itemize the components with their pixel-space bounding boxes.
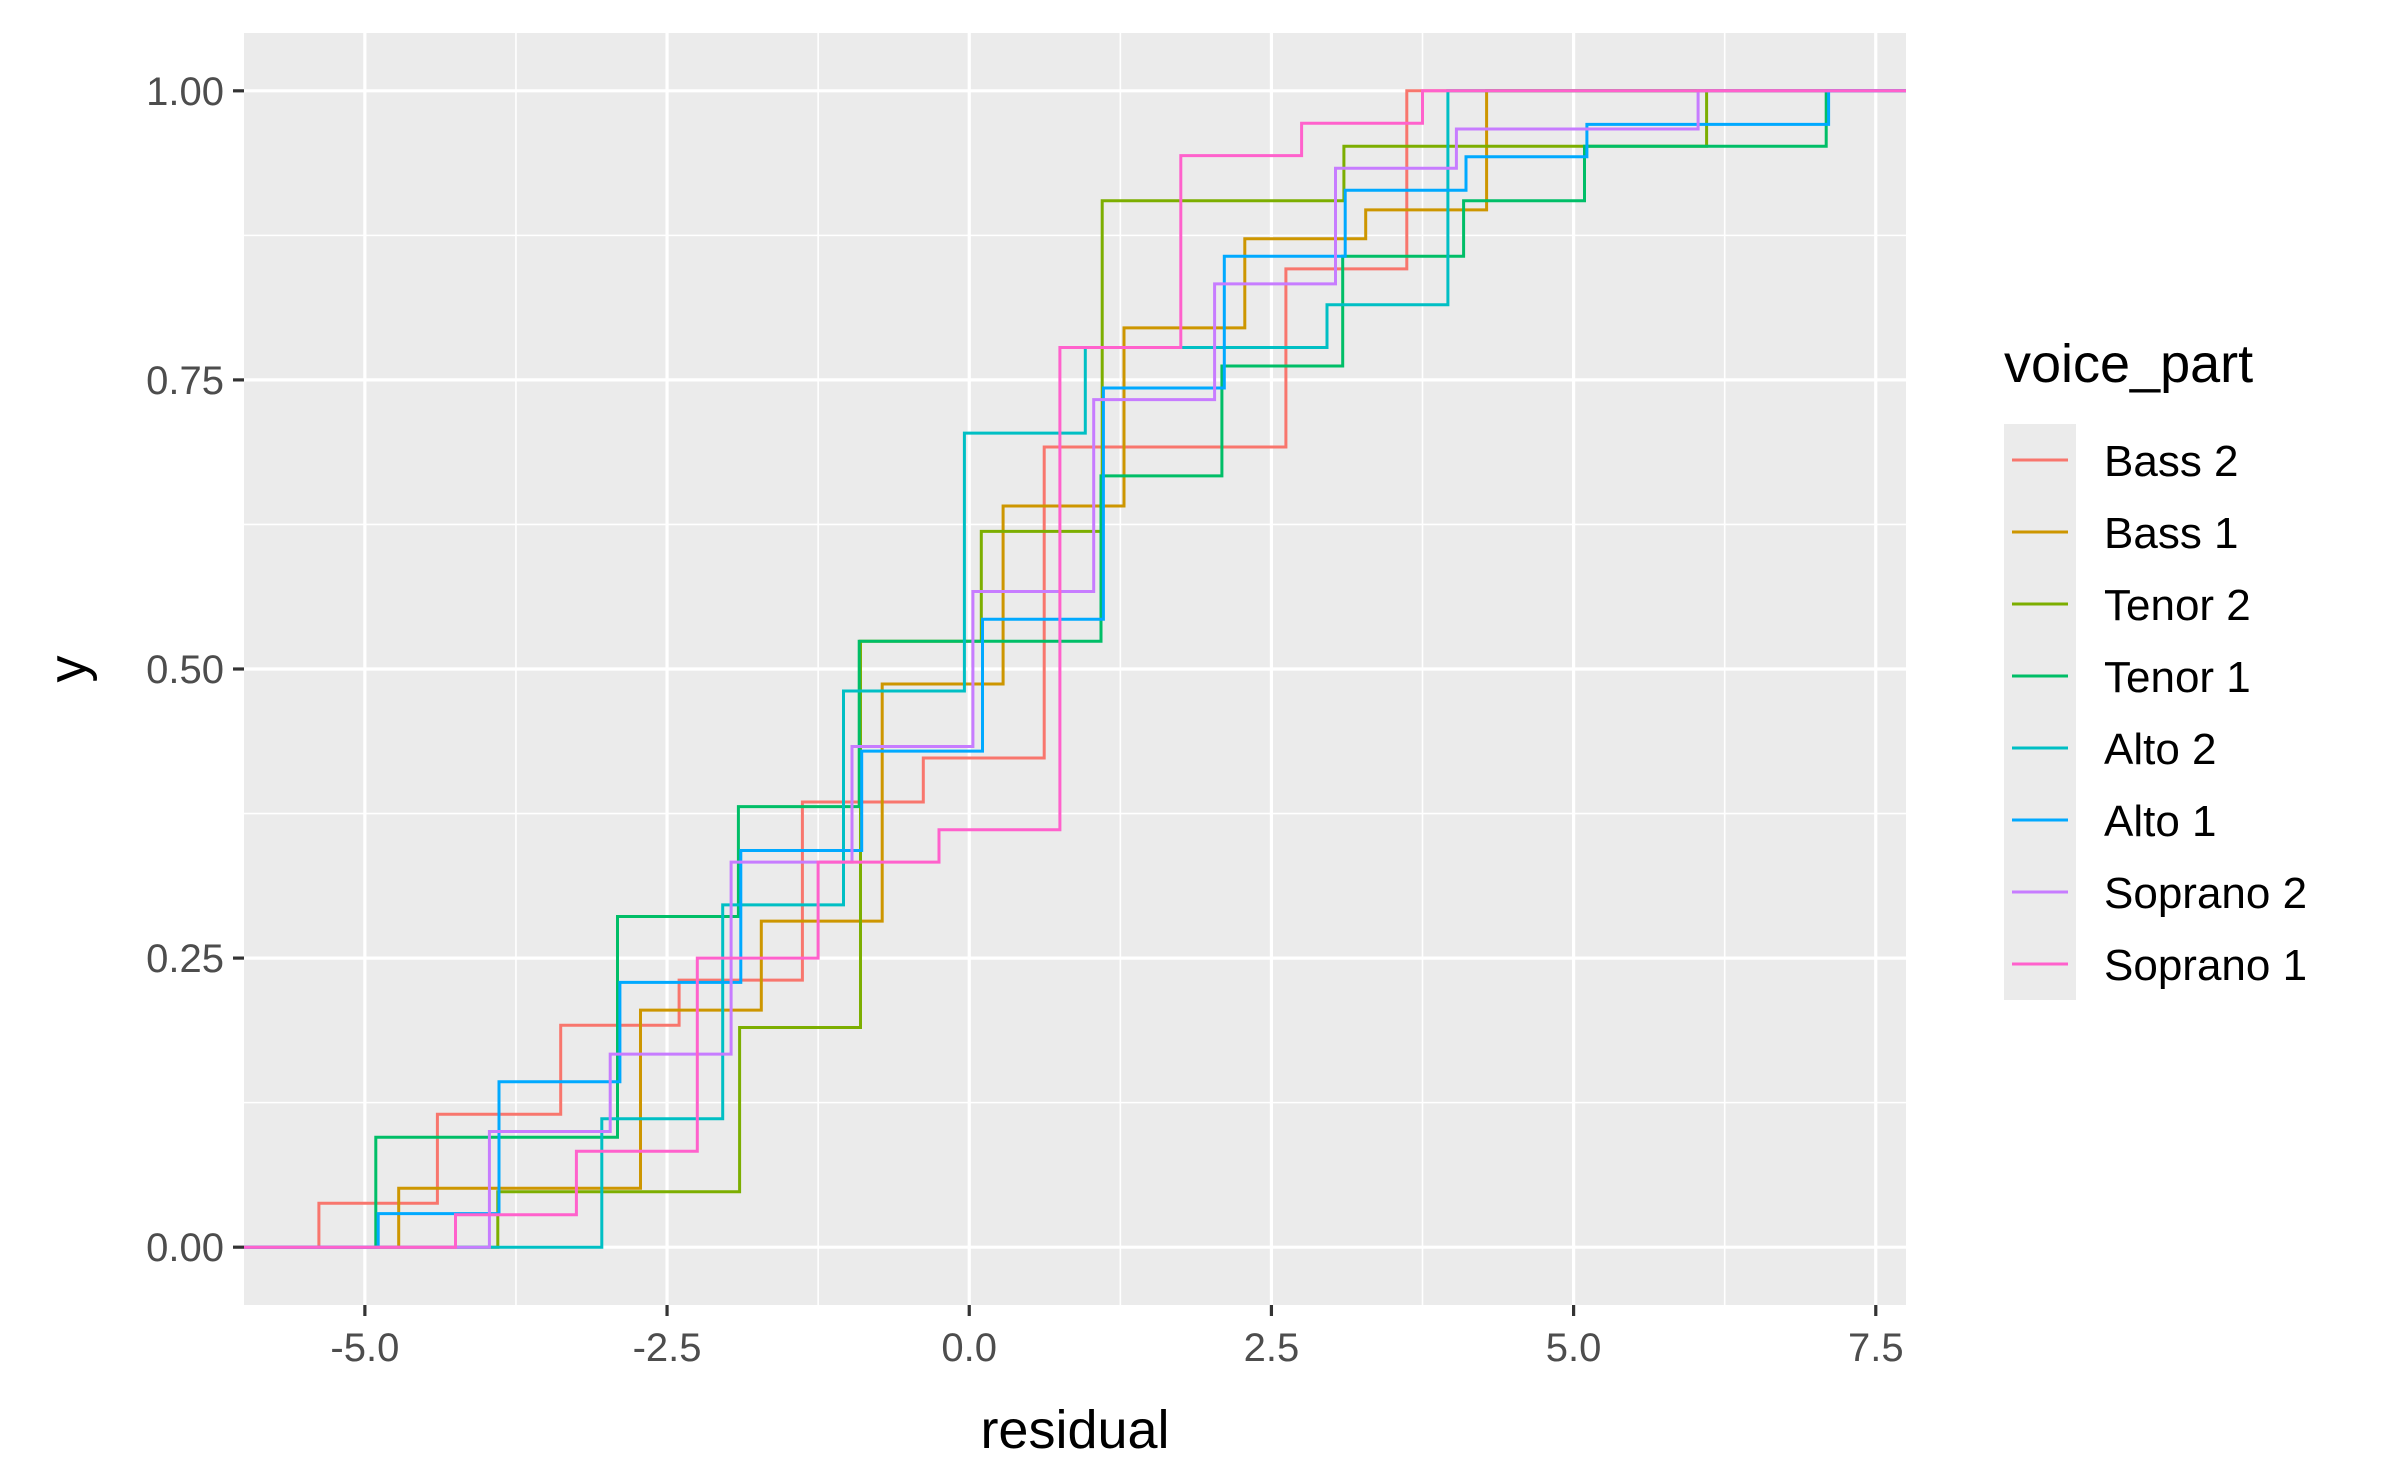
- legend-label-alto-2: Alto 2: [2104, 725, 2217, 774]
- legend: voice_part Bass 2 Bass 1 Tenor 2 Tenor 1 Alt…: [2004, 334, 2307, 1000]
- y-axis: 0.00 0.25 0.50 0.75 1.00: [146, 70, 244, 1270]
- x-tick-label: 5.0: [1546, 1326, 1602, 1370]
- legend-label-soprano-2: Soprano 2: [2104, 869, 2307, 918]
- y-tick-label: 0.25: [146, 937, 224, 981]
- x-tick-label: -2.5: [633, 1326, 702, 1370]
- x-tick-label: -5.0: [330, 1326, 399, 1370]
- series-line-tenor-2: [244, 89, 1906, 1249]
- legend-label-alto-1: Alto 1: [2104, 797, 2217, 846]
- series-line-alto-2: [244, 89, 1906, 1249]
- legend-label-bass-2: Bass 2: [2104, 437, 2239, 486]
- x-axis: -5.0 -2.5 0.0 2.5 5.0 7.5: [330, 1305, 1904, 1370]
- x-tick-label: 0.0: [941, 1326, 997, 1370]
- series-lines: [244, 89, 1906, 1249]
- y-tick-label: 0.00: [146, 1226, 224, 1270]
- y-tick-label: 0.50: [146, 648, 224, 692]
- legend-label-tenor-2: Tenor 2: [2104, 581, 2251, 630]
- y-tick-label: 1.00: [146, 70, 224, 114]
- x-tick-label: 2.5: [1244, 1326, 1300, 1370]
- series-line-bass-1: [244, 89, 1906, 1249]
- y-axis-title: y: [38, 656, 98, 683]
- series-line-tenor-1: [244, 89, 1906, 1249]
- x-tick-label: 7.5: [1848, 1326, 1904, 1370]
- legend-label-soprano-1: Soprano 1: [2104, 941, 2307, 990]
- x-axis-title: residual: [980, 1400, 1169, 1460]
- series-line-soprano-1: [244, 89, 1906, 1249]
- legend-title: voice_part: [2004, 334, 2253, 394]
- legend-key-background: [2004, 424, 2076, 1000]
- legend-label-tenor-1: Tenor 1: [2104, 653, 2251, 702]
- series-line-soprano-2: [244, 89, 1906, 1249]
- legend-label-bass-1: Bass 1: [2104, 509, 2239, 558]
- y-tick-label: 0.75: [146, 359, 224, 403]
- series-line-alto-1: [244, 89, 1906, 1249]
